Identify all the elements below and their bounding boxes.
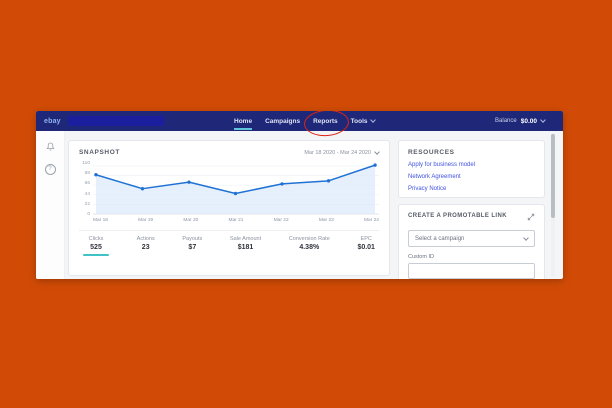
y-tick-label: 44	[84, 191, 90, 197]
x-tick-label: Mar 21	[228, 218, 244, 223]
resources-title: RESOURCES	[408, 149, 455, 156]
snapshot-chart-svg	[93, 163, 379, 215]
y-tick-label: 66	[84, 181, 90, 187]
nav-item-home[interactable]: Home	[234, 117, 253, 130]
nav-item-home-label: Home	[234, 117, 253, 125]
metric-clicks[interactable]: Clicks 525	[83, 236, 109, 256]
main-nav: Home Campaigns Reports Tools	[234, 111, 376, 138]
redacted-account-name	[67, 116, 164, 126]
x-tick-label: Mar 23	[318, 218, 334, 223]
metric-value: $7	[188, 244, 197, 251]
metric-sale-amount[interactable]: Sale Amount $181	[230, 236, 261, 256]
snapshot-chart: 110 88 66 44 22 0	[79, 161, 379, 217]
date-range-label: Mar 18 2020 - Mar 24 2020	[304, 149, 371, 156]
chevron-down-icon	[374, 148, 380, 155]
metric-value: 4.38%	[299, 244, 320, 251]
y-tick-label: 0	[87, 211, 90, 217]
metric-label: Actions	[136, 236, 155, 242]
nav-item-tools[interactable]: Tools	[350, 117, 376, 125]
x-tick-label: Mar 18	[93, 218, 108, 223]
expand-icon[interactable]	[527, 213, 535, 221]
chevron-down-icon	[369, 117, 376, 123]
chevron-down-icon	[540, 117, 546, 123]
nav-item-campaigns[interactable]: Campaigns	[265, 118, 300, 125]
snapshot-header: SNAPSHOT Mar 18 2020 - Mar 24 2020	[79, 148, 380, 156]
metric-label: EPC	[360, 236, 372, 242]
y-tick-label: 88	[84, 171, 90, 177]
x-tick-label: Mar 20	[183, 218, 199, 223]
metric-value: $181	[237, 244, 254, 251]
data-point[interactable]	[280, 182, 284, 186]
brand-logo: ebay	[44, 117, 61, 125]
metric-value: 525	[90, 244, 102, 251]
nav-item-campaigns-label: Campaigns	[265, 117, 301, 125]
y-tick-label: 110	[82, 161, 90, 166]
nav-item-reports-label: Reports	[313, 117, 338, 125]
data-point[interactable]	[94, 173, 98, 177]
vertical-scrollbar[interactable]	[551, 133, 555, 277]
balance-value: $0.00	[520, 117, 537, 125]
balance-label: Balance	[495, 118, 517, 124]
resources-card: RESOURCES Apply for business model Netwo…	[398, 140, 545, 198]
promotable-link-card: CREATE A PROMOTABLE LINK Select a campai…	[398, 204, 545, 279]
selected-metric-underline	[83, 254, 109, 256]
nav-item-tools-label: Tools	[350, 117, 368, 125]
metrics-row: Clicks 525 Actions 23 Payouts $7 Sale Am…	[79, 230, 379, 256]
metric-value: 23	[141, 244, 150, 251]
x-tick-label: Mar 24	[364, 218, 379, 223]
balance-menu[interactable]: Balance $0.00	[495, 117, 546, 125]
metric-label: Payouts	[182, 236, 203, 242]
left-icon-rail: ?	[36, 131, 65, 279]
metric-value: $0.01	[357, 244, 375, 251]
help-icon[interactable]: ?	[44, 163, 56, 175]
x-tick-label: Mar 22	[273, 218, 289, 223]
metric-payouts[interactable]: Payouts $7	[182, 236, 202, 256]
metric-conversion-rate[interactable]: Conversion Rate 4.38%	[289, 236, 330, 256]
scrollbar-thumb[interactable]	[551, 134, 555, 218]
data-point[interactable]	[373, 163, 377, 167]
top-navbar: ebay Home Campaigns Reports Tools	[36, 111, 563, 138]
link-network-agreement[interactable]: Network Agreement	[408, 174, 461, 180]
custom-id-input[interactable]	[408, 263, 535, 279]
snapshot-card: SNAPSHOT Mar 18 2020 - Mar 24 2020 110 88…	[68, 140, 390, 276]
promotable-link-header: CREATE A PROMOTABLE LINK	[408, 213, 535, 221]
metric-label: Sale Amount	[229, 236, 262, 242]
link-apply-for-business-model[interactable]: Apply for business model	[408, 162, 476, 168]
custom-id-label: Custom ID	[408, 254, 434, 260]
x-tick-label: Mar 19	[138, 218, 154, 223]
metric-label: Clicks	[88, 236, 104, 242]
chart-y-labels: 110 88 66 44 22 0	[79, 161, 93, 217]
question-mark-icon: ?	[44, 163, 56, 175]
bell-icon	[46, 142, 54, 151]
promotable-link-title: CREATE A PROMOTABLE LINK	[408, 213, 507, 219]
notifications-bell-icon[interactable]	[44, 141, 56, 153]
chart-x-labels: Mar 18 Mar 19 Mar 20 Mar 21 Mar 22 Mar 23 Mar …	[93, 218, 379, 223]
dashboard-window: ebay Home Campaigns Reports Tools	[36, 111, 563, 279]
data-point[interactable]	[187, 180, 191, 184]
data-point[interactable]	[326, 179, 331, 183]
link-privacy-notice[interactable]: Privacy Notice	[408, 186, 447, 192]
data-point[interactable]	[233, 191, 238, 196]
metric-epc[interactable]: EPC $0.01	[357, 236, 375, 256]
y-tick-label: 22	[84, 201, 90, 207]
data-point[interactable]	[140, 186, 145, 191]
snapshot-title: SNAPSHOT	[79, 149, 120, 156]
metric-label: Conversion Rate	[288, 236, 330, 242]
chevron-down-icon	[523, 234, 529, 241]
campaign-select[interactable]: Select a campaign	[408, 230, 535, 247]
date-range-picker[interactable]: Mar 18 2020 - Mar 24 2020	[304, 148, 380, 156]
nav-item-reports[interactable]: Reports	[303, 111, 350, 138]
campaign-select-placeholder: Select a campaign	[415, 235, 465, 242]
metric-actions[interactable]: Actions 23	[137, 236, 155, 256]
